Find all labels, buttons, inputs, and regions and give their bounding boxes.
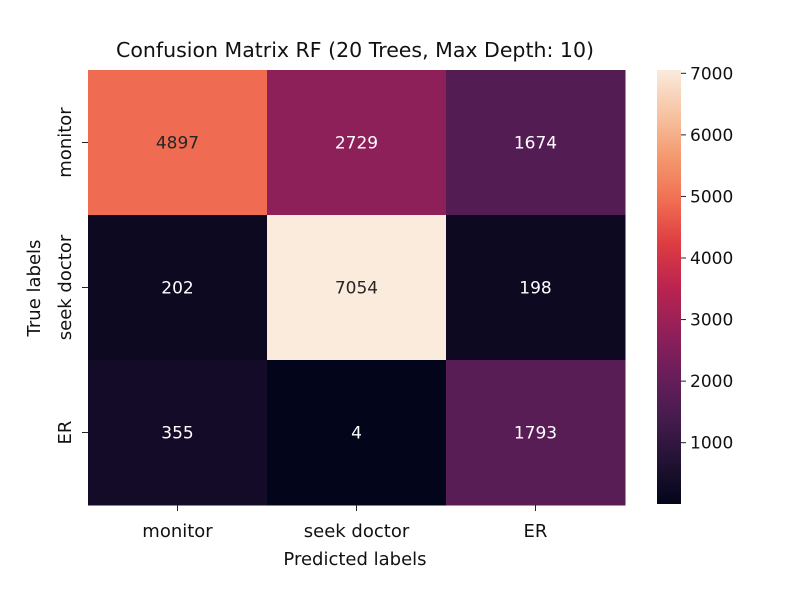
cell-value-label: 1793	[514, 424, 557, 444]
heatmap-cell	[88, 215, 268, 361]
cell-value-label: 198	[519, 279, 551, 299]
heatmap-cells	[88, 70, 626, 506]
cell-value-label: 1674	[514, 134, 557, 154]
heatmap-cell	[446, 360, 626, 506]
colorbar-tick-label: 2000	[690, 372, 733, 392]
heatmap-cell	[446, 215, 626, 361]
y-tick-label: ER	[55, 421, 76, 445]
heatmap-cell	[88, 70, 268, 216]
colorbar	[657, 70, 681, 504]
cell-value-label: 202	[161, 279, 193, 299]
cell-value-label: 7054	[335, 279, 378, 299]
x-tick-label: monitor	[142, 521, 213, 542]
y-axis-ticks: monitor seek doctor ER	[55, 107, 88, 445]
colorbar-ticks: 1000 2000 3000 4000 5000 6000 7000	[681, 64, 733, 454]
colorbar-tick-label: 3000	[690, 311, 733, 331]
cell-value-label: 4897	[156, 134, 199, 154]
heatmap-cell-labels: 4897 2729 1674 202 7054 198 355 4 1793	[156, 134, 557, 444]
cell-value-label: 2729	[335, 134, 378, 154]
y-tick-label: monitor	[55, 107, 76, 178]
colorbar-tick-label: 4000	[690, 249, 733, 269]
heatmap-cell	[267, 360, 447, 506]
colorbar-tick-label: 7000	[690, 64, 733, 84]
x-axis-label: Predicted labels	[283, 549, 426, 570]
y-tick-label: seek doctor	[55, 234, 76, 340]
heatmap-cell	[88, 360, 268, 506]
heatmap-cell	[267, 215, 447, 361]
colorbar-tick-label: 1000	[690, 434, 733, 454]
x-tick-label: seek doctor	[304, 521, 410, 542]
colorbar-tick-label: 6000	[690, 126, 733, 146]
chart-title: Confusion Matrix RF (20 Trees, Max Depth…	[116, 38, 594, 62]
heatmap-cell	[446, 70, 626, 216]
cell-value-label: 4	[351, 424, 362, 444]
x-axis-ticks: monitor seek doctor ER	[142, 505, 547, 542]
y-axis-label: True labels	[24, 240, 45, 338]
heatmap-cell	[267, 70, 447, 216]
x-tick-label: ER	[524, 521, 548, 542]
colorbar-tick-label: 5000	[690, 187, 733, 207]
cell-value-label: 355	[161, 424, 193, 444]
